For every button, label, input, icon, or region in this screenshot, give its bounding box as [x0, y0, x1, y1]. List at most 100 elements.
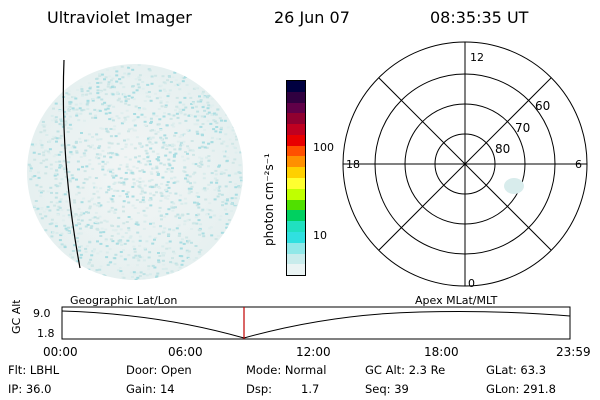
speckle-dot	[198, 227, 202, 230]
speckle-dot	[160, 192, 164, 195]
speckle-dot	[134, 223, 138, 225]
speckle-dot	[155, 158, 159, 161]
speckle-dot	[197, 164, 201, 167]
speckle-dot	[171, 76, 175, 79]
speckle-dot	[126, 138, 130, 141]
speckle-dot	[106, 69, 109, 71]
speckle-dot	[95, 77, 99, 80]
speckle-dot	[126, 239, 130, 242]
speckle-dot	[156, 272, 160, 275]
speckle-dot	[165, 242, 169, 245]
speckle-dot	[122, 181, 126, 184]
speckle-dot	[229, 200, 233, 203]
speckle-dot	[85, 165, 89, 168]
speckle-dot	[150, 178, 154, 181]
speckle-dot	[239, 176, 243, 179]
speckle-dot	[78, 137, 82, 140]
speckle-dot	[98, 74, 102, 77]
speckle-dot	[113, 125, 117, 128]
speckle-dot	[101, 165, 105, 168]
speckle-dot	[131, 85, 134, 88]
filter-info: Flt: LBHL	[8, 363, 60, 377]
speckle-dot	[111, 168, 115, 171]
speckle-dot	[80, 88, 84, 91]
speckle-dot	[152, 225, 156, 228]
speckle-dot	[46, 190, 50, 193]
speckle-dot	[85, 245, 89, 248]
speckle-dot	[61, 109, 65, 112]
speckle-dot	[159, 136, 163, 139]
speckle-dot	[64, 122, 68, 125]
speckle-dot	[198, 95, 201, 98]
glat-info: GLat: 63.3	[486, 363, 547, 377]
speckle-dot	[64, 175, 68, 178]
speckle-dot	[79, 256, 83, 259]
speckle-dot	[71, 226, 75, 229]
speckle-dot	[69, 127, 73, 130]
speckle-dot	[63, 193, 67, 196]
speckle-dot	[162, 230, 166, 233]
speckle-dot	[195, 204, 199, 207]
speckle-dot	[151, 129, 154, 132]
speckle-dot	[77, 191, 81, 194]
speckle-dot	[39, 191, 43, 194]
speckle-dot	[87, 133, 91, 136]
speckle-dot	[83, 119, 86, 122]
speckle-dot	[171, 209, 175, 212]
speckle-dot	[187, 92, 191, 95]
speckle-dot	[96, 82, 100, 84]
speckle-dot	[77, 119, 81, 122]
speckle-dot	[94, 177, 98, 179]
speckle-dot	[125, 165, 129, 168]
speckle-dot	[145, 152, 149, 155]
speckle-dot	[159, 137, 163, 140]
speckle-dot	[115, 80, 119, 83]
dsp-value: 1.7	[301, 382, 320, 396]
speckle-dot	[120, 181, 124, 184]
speckle-dot	[120, 112, 124, 115]
colorbar-segment	[287, 156, 305, 168]
speckle-dot	[107, 83, 111, 86]
speckle-dot	[202, 104, 206, 107]
speckle-dot	[126, 195, 129, 198]
speckle-dot	[82, 152, 86, 155]
speckle-dot	[166, 197, 170, 200]
speckle-dot	[120, 65, 124, 68]
speckle-dot	[68, 180, 72, 183]
colorbar-segment	[287, 264, 305, 276]
speckle-dot	[54, 161, 58, 163]
speckle-dot	[210, 172, 214, 175]
speckle-dot	[94, 271, 98, 274]
speckle-dot	[124, 232, 128, 234]
speckle-dot	[207, 94, 211, 97]
speckle-dot	[223, 199, 227, 202]
colorbar-tick-100: 100	[313, 141, 334, 154]
speckle-dot	[98, 215, 102, 218]
speckle-dot	[135, 272, 139, 274]
speckle-dot	[91, 136, 94, 138]
speckle-dot	[213, 112, 217, 115]
speckle-dot	[194, 105, 198, 108]
speckle-dot	[106, 201, 110, 203]
speckle-dot	[220, 231, 224, 234]
speckle-dot	[217, 193, 221, 195]
speckle-dot	[154, 236, 158, 239]
speckle-dot	[224, 169, 228, 171]
speckle-dot	[178, 216, 182, 219]
speckle-dot	[110, 224, 114, 227]
speckle-dot	[45, 208, 49, 211]
speckle-dot	[149, 99, 153, 102]
speckle-dot	[186, 256, 190, 259]
speckle-dot	[50, 235, 54, 238]
speckle-dot	[209, 122, 213, 125]
speckle-dot	[148, 163, 152, 166]
speckle-dot	[118, 267, 122, 269]
speckle-dot	[50, 191, 53, 194]
speckle-dot	[97, 146, 101, 149]
speckle-dot	[230, 210, 233, 213]
speckle-dot	[76, 185, 80, 188]
speckle-dot	[209, 181, 213, 184]
speckle-dot	[91, 116, 94, 119]
speckle-dot	[76, 89, 80, 91]
speckle-dot	[163, 90, 167, 93]
